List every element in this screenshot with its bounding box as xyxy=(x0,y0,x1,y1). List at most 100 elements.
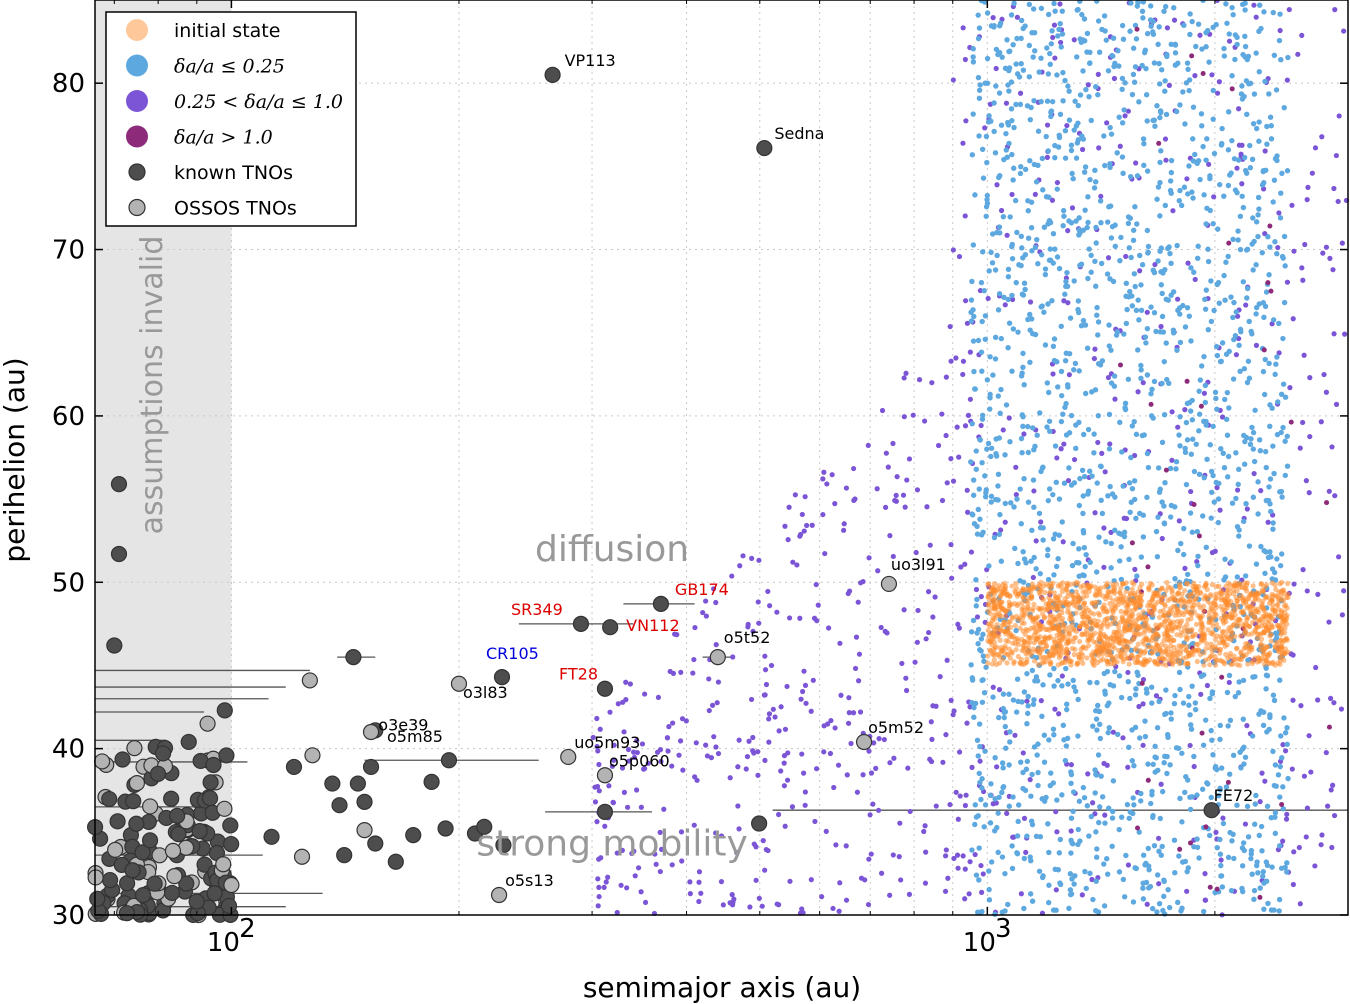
small-change-point xyxy=(1127,288,1133,295)
small-change-point xyxy=(1127,509,1133,515)
initial-state-point xyxy=(1102,649,1108,655)
medium-change-point xyxy=(1244,723,1250,729)
small-change-point xyxy=(1110,778,1117,784)
medium-change-point xyxy=(1306,733,1312,739)
small-change-point xyxy=(1094,569,1100,575)
small-change-point xyxy=(1162,78,1168,84)
initial-state-point xyxy=(1159,641,1165,648)
medium-change-point xyxy=(960,25,966,31)
small-change-point xyxy=(1149,700,1155,706)
small-change-point xyxy=(1202,399,1209,406)
initial-state-point xyxy=(1283,602,1289,608)
medium-change-point xyxy=(785,537,791,543)
small-change-point xyxy=(1284,741,1290,747)
initial-state-point xyxy=(1212,636,1218,643)
small-change-point xyxy=(1052,443,1059,449)
small-change-point xyxy=(1130,237,1137,244)
small-change-point xyxy=(1004,119,1011,126)
small-change-point xyxy=(1058,368,1065,375)
initial-state-point xyxy=(1254,589,1260,596)
small-change-point xyxy=(1132,64,1139,70)
small-change-point xyxy=(982,313,989,319)
small-change-point xyxy=(1208,318,1215,325)
small-change-point xyxy=(1251,458,1258,465)
small-change-point xyxy=(1250,429,1257,436)
medium-change-point xyxy=(1092,811,1098,817)
medium-change-point xyxy=(930,703,936,709)
small-change-point xyxy=(1011,0,1017,7)
initial-state-point xyxy=(1060,635,1066,641)
small-change-point xyxy=(1076,232,1082,238)
medium-change-point xyxy=(1319,134,1325,140)
small-change-point xyxy=(1173,459,1180,465)
medium-change-point xyxy=(803,700,809,706)
initial-state-point xyxy=(1258,641,1264,647)
medium-change-point xyxy=(1282,748,1289,754)
medium-change-point xyxy=(844,772,850,778)
small-change-point xyxy=(1041,798,1048,804)
initial-state-point xyxy=(1112,615,1118,621)
small-change-point xyxy=(1048,770,1054,776)
medium-change-point xyxy=(700,609,706,616)
medium-change-point xyxy=(1064,122,1070,129)
small-change-point xyxy=(1018,61,1024,67)
label-sedna: Sedna xyxy=(774,124,824,143)
initial-state-point xyxy=(1037,591,1043,597)
medium-change-point xyxy=(967,859,973,865)
initial-state-point xyxy=(1242,627,1248,634)
small-change-point xyxy=(988,493,995,499)
small-change-point xyxy=(1141,141,1147,147)
initial-state-point xyxy=(1025,608,1031,614)
x-tick-label: 10 xyxy=(963,928,996,958)
small-change-point xyxy=(1154,909,1160,915)
small-change-point xyxy=(1232,693,1238,700)
label-ft28: FT28 xyxy=(559,665,598,684)
small-change-point xyxy=(1045,301,1051,307)
medium-change-point xyxy=(1004,810,1010,817)
small-change-point xyxy=(1010,177,1016,183)
small-change-point xyxy=(1194,255,1201,261)
medium-change-point xyxy=(736,826,742,832)
medium-change-point xyxy=(736,737,742,743)
initial-state-point xyxy=(1212,601,1218,608)
small-change-point xyxy=(1054,186,1060,192)
small-change-point xyxy=(987,792,994,799)
initial-state-point xyxy=(1172,603,1178,610)
initial-state-point xyxy=(1239,584,1245,591)
medium-change-point xyxy=(979,889,985,895)
small-change-point xyxy=(990,694,996,700)
initial-state-point xyxy=(1091,662,1097,668)
initial-state-point xyxy=(1214,657,1220,664)
medium-change-point xyxy=(1089,876,1095,883)
medium-change-point xyxy=(1003,100,1010,106)
initial-state-point xyxy=(1217,590,1223,596)
label-o5m52: o5m52 xyxy=(868,718,924,737)
small-change-point xyxy=(1172,62,1179,68)
medium-change-point xyxy=(977,758,983,764)
small-change-point xyxy=(1041,732,1048,738)
small-change-point xyxy=(1062,291,1068,297)
small-change-point xyxy=(1211,150,1218,157)
known-tno-point xyxy=(405,827,422,844)
small-change-point xyxy=(1002,870,1008,877)
small-change-point xyxy=(1009,117,1015,124)
medium-change-point xyxy=(760,838,766,844)
initial-state-point xyxy=(1234,618,1240,624)
small-change-point xyxy=(1107,124,1113,131)
medium-change-point xyxy=(1176,518,1182,524)
medium-change-point xyxy=(626,758,632,764)
small-change-point xyxy=(1256,206,1262,212)
initial-state-point xyxy=(1121,656,1127,662)
small-change-point xyxy=(1087,49,1093,55)
medium-change-point xyxy=(1054,179,1061,186)
known-tno-point xyxy=(223,835,240,853)
initial-state-point xyxy=(1029,581,1035,587)
small-change-point xyxy=(1034,752,1040,758)
medium-change-point xyxy=(1021,815,1028,821)
medium-change-point xyxy=(1235,313,1241,319)
initial-state-point xyxy=(1015,601,1022,607)
small-change-point xyxy=(1240,677,1247,684)
medium-change-point xyxy=(759,903,765,909)
small-change-point xyxy=(1000,691,1007,697)
known-tno-point xyxy=(170,826,187,843)
